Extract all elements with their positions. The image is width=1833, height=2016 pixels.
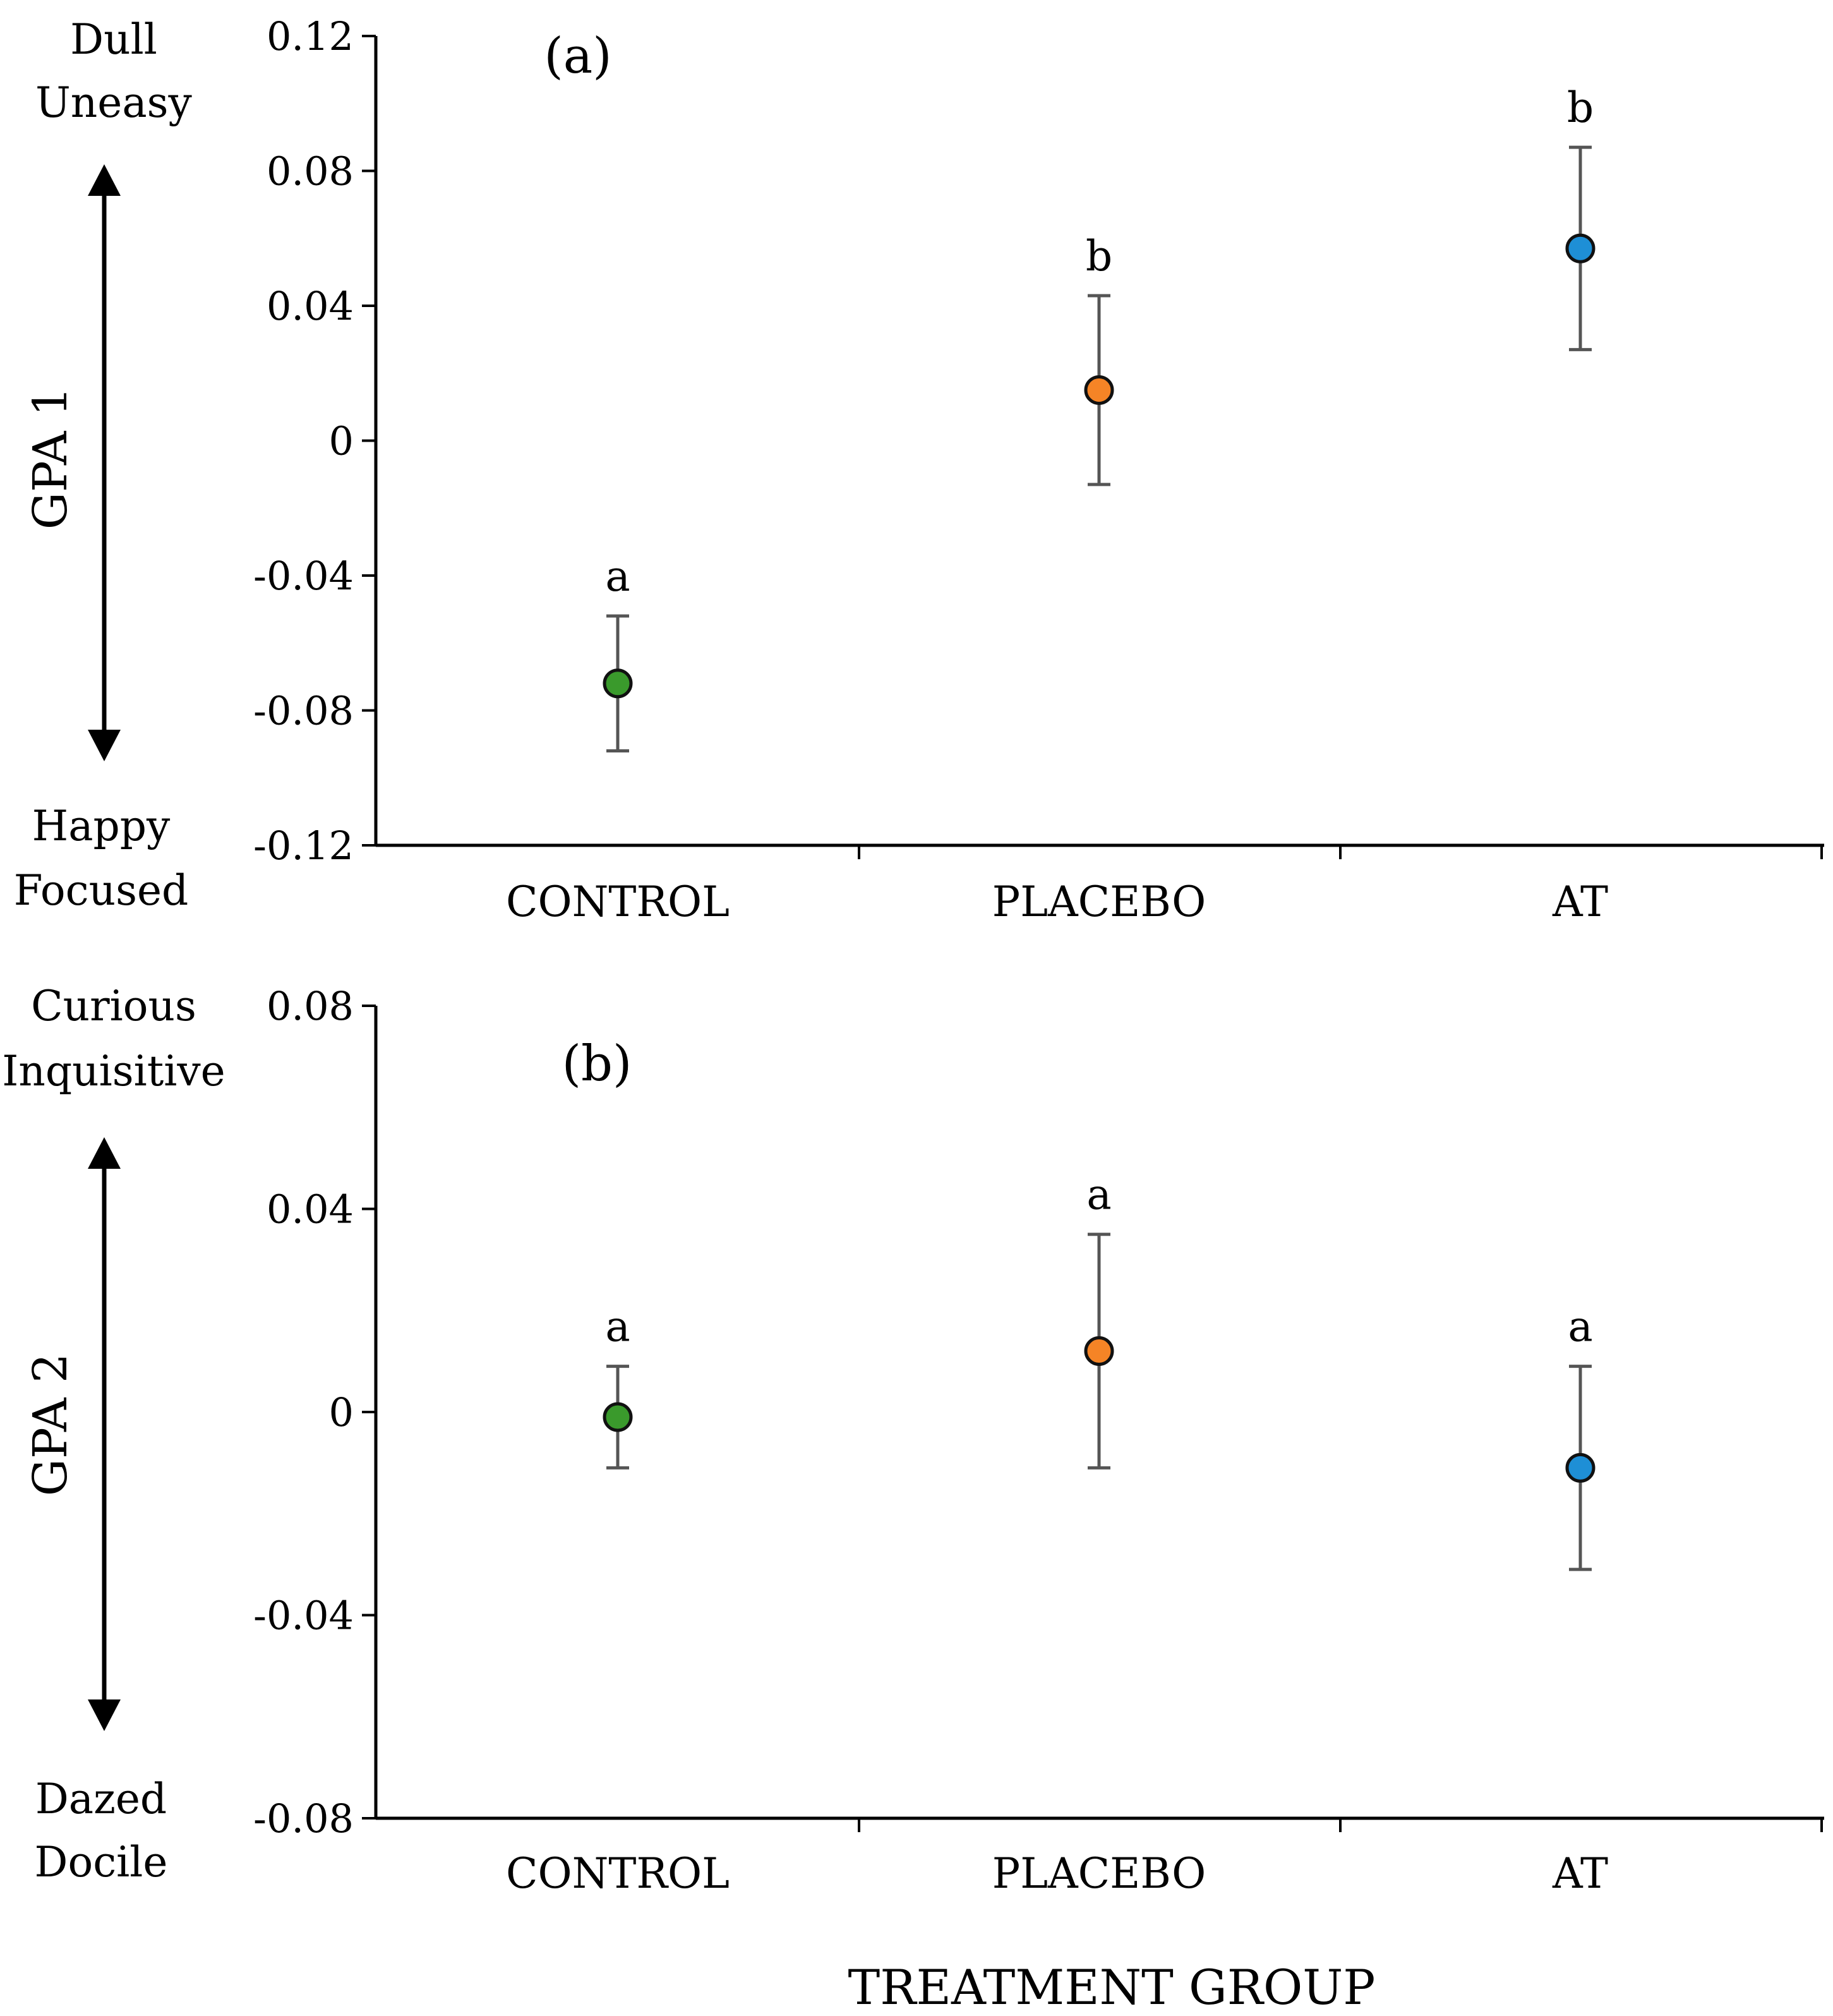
arrow-down-head — [88, 1699, 121, 1731]
significance-letter: a — [605, 1303, 630, 1351]
pole-bottom-label: Happy — [32, 802, 171, 850]
x-tick-label: CONTROL — [506, 1849, 730, 1898]
x-tick-label: AT — [1552, 1849, 1608, 1898]
pole-top-label: Curious — [31, 982, 196, 1030]
y-tick-label: -0.12 — [253, 823, 354, 869]
y-tick-label: 0.08 — [267, 983, 354, 1029]
panel-label: (b) — [562, 1035, 632, 1092]
y-tick-label: -0.08 — [253, 1796, 354, 1842]
x-axis-title: TREATMENT GROUP — [848, 1959, 1376, 2015]
significance-letter: a — [605, 552, 630, 601]
x-tick-label: PLACEBO — [992, 1849, 1206, 1898]
data-point-at — [1565, 233, 1596, 263]
y-axis-title: GPA 1 — [23, 387, 78, 529]
arrow-up-head — [88, 164, 121, 196]
y-tick-label: -0.04 — [253, 1593, 354, 1639]
data-point-control — [603, 668, 633, 699]
y-tick-label: 0.04 — [267, 1186, 354, 1233]
pole-bottom-label: Docile — [35, 1838, 168, 1886]
x-tick-label: CONTROL — [506, 878, 730, 926]
chart-panels: 0.12 0.08 0.04 0 -0.04 -0.08 -0.12 CONTROL PLACE… — [2, 13, 1824, 1898]
y-tick-label: -0.04 — [253, 553, 354, 599]
pole-top-label: Inquisitive — [2, 1047, 225, 1096]
significance-letter: a — [1568, 1303, 1592, 1351]
y-tick-label: -0.08 — [253, 688, 354, 734]
panel-label: (a) — [544, 28, 611, 85]
y-axis-title: GPA 2 — [23, 1353, 78, 1496]
significance-letter: b — [1567, 83, 1594, 132]
data-point-placebo — [1084, 1336, 1114, 1367]
x-tick-label: AT — [1552, 878, 1608, 926]
y-tick-label: 0 — [329, 1389, 354, 1435]
y-tick-label: 0.04 — [267, 283, 354, 329]
significance-letter: b — [1086, 232, 1112, 281]
pole-bottom-label: Focused — [14, 866, 189, 915]
data-point-control — [603, 1402, 633, 1432]
pole-bottom-label: Dazed — [35, 1775, 167, 1823]
y-tick-label: 0.08 — [267, 148, 354, 195]
pole-top-label: Dull — [70, 15, 157, 64]
y-tick-label: 0.12 — [267, 13, 354, 59]
pole-top-label: Uneasy — [35, 78, 192, 127]
panel-a: 0.12 0.08 0.04 0 -0.04 -0.08 -0.12 CONTROL PLACE… — [14, 13, 1824, 926]
x-tick-label: PLACEBO — [992, 878, 1206, 926]
arrow-down-head — [88, 730, 121, 761]
y-tick-label: 0 — [329, 418, 354, 464]
data-point-placebo — [1084, 375, 1114, 405]
significance-letter: a — [1086, 1171, 1111, 1219]
arrow-up-head — [88, 1137, 121, 1169]
data-point-at — [1565, 1452, 1596, 1483]
panel-b: 0.08 0.04 0 -0.04 -0.08 CONTROL PLACEBO AT (b) GP… — [2, 982, 1824, 1898]
